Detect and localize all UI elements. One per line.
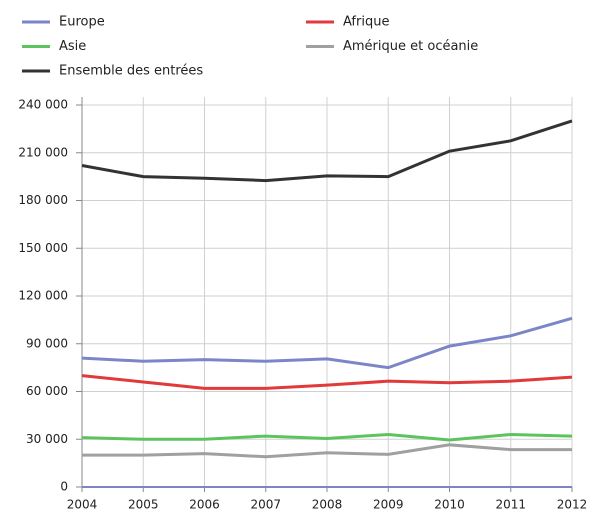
y-tick-label: 240 000 bbox=[18, 98, 68, 112]
series-line bbox=[81, 374, 573, 390]
x-tick-label: 2012 bbox=[557, 498, 588, 512]
y-tick-label: 120 000 bbox=[18, 289, 68, 303]
y-tick-label: 0 bbox=[60, 480, 68, 494]
series-line bbox=[81, 316, 573, 370]
legend-label: Europe bbox=[59, 15, 105, 30]
x-tick-label: 2011 bbox=[495, 498, 526, 512]
x-tick-label: 2004 bbox=[67, 498, 98, 512]
legend-label: Afrique bbox=[343, 15, 389, 30]
series-line bbox=[81, 119, 573, 183]
x-tick-label: 2005 bbox=[128, 498, 159, 512]
series-line bbox=[81, 432, 573, 442]
y-tick-label: 30 000 bbox=[26, 432, 68, 446]
legend-label: Ensemble des entrées bbox=[59, 64, 203, 79]
y-tick-label: 180 000 bbox=[18, 193, 68, 207]
x-tick-label: 2008 bbox=[312, 498, 343, 512]
legend-label: Amérique et océanie bbox=[343, 39, 478, 54]
x-tick-label: 2010 bbox=[434, 498, 465, 512]
x-tick-label: 2007 bbox=[250, 498, 281, 512]
x-tick-label: 2009 bbox=[373, 498, 404, 512]
y-tick-label: 60 000 bbox=[26, 384, 68, 398]
x-tick-label: 2006 bbox=[189, 498, 220, 512]
y-tick-label: 150 000 bbox=[18, 241, 68, 255]
series-line bbox=[82, 443, 572, 459]
legend-label: Asie bbox=[59, 39, 86, 54]
y-tick-label: 210 000 bbox=[18, 145, 68, 159]
y-tick-label: 90 000 bbox=[26, 336, 68, 350]
